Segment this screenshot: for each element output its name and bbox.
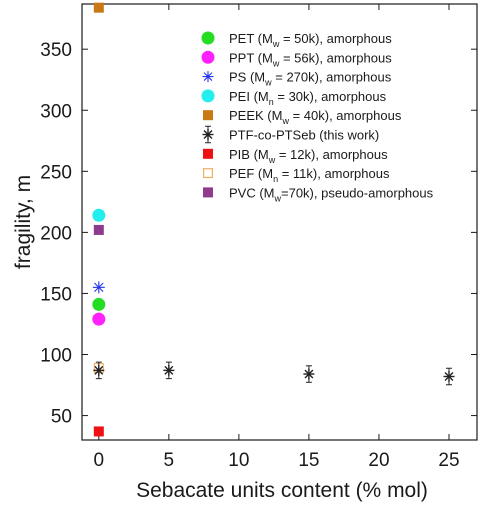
legend-entry: PEEK (Mw = 40k), amorphous <box>229 108 402 126</box>
x-tick-label: 10 <box>228 450 249 471</box>
y-tick-label: 350 <box>40 40 72 61</box>
data-point <box>92 281 105 294</box>
legend-entry: PEI (Mn = 30k), amorphous <box>229 89 387 107</box>
legend-marker <box>201 50 215 64</box>
legend-marker <box>201 31 215 45</box>
legend-entry: PVC (Mw=70k), pseudo-amorphous <box>229 185 434 203</box>
data-point <box>93 2 104 13</box>
x-tick-label: 20 <box>368 450 389 471</box>
legend-marker <box>202 125 214 144</box>
data-point <box>92 312 106 326</box>
legend-entry: PPT (Mw = 56k), amorphous <box>229 50 392 68</box>
data-point <box>92 208 106 222</box>
legend-marker <box>203 148 213 159</box>
plot-area-frame <box>81 3 478 441</box>
x-axis-label: Sebacate units content (% mol) <box>136 479 428 502</box>
x-tick-label: 5 <box>164 450 175 471</box>
data-point <box>93 426 104 437</box>
x-tick-label: 25 <box>438 450 459 471</box>
legend-entry: PS (Mw = 270k), amorphous <box>229 70 392 88</box>
axis-ticks <box>82 4 477 440</box>
data-point <box>303 365 315 383</box>
legend-entry: PET (Mw = 50k), amorphous <box>229 31 392 49</box>
x-tick-label: 15 <box>298 450 319 471</box>
data-marks <box>92 2 455 437</box>
legend-marker <box>203 187 213 198</box>
y-tick-label: 50 <box>51 407 72 428</box>
data-point <box>443 367 455 386</box>
legend-marker <box>203 110 213 121</box>
y-tick-label: 150 <box>40 284 72 305</box>
y-tick-label: 250 <box>40 162 72 183</box>
y-axis-label: fragility, m <box>12 175 35 269</box>
axis-tick-labels: 0 5 10 15 20 25 50 100 150 200 250 300 350 <box>40 40 459 471</box>
x-tick-label: 0 <box>94 450 105 471</box>
legend-marker <box>203 168 214 179</box>
legend-marker <box>201 89 215 103</box>
y-tick-label: 100 <box>40 346 72 367</box>
legend-entry: PTF-co-PTSeb (this work) <box>229 128 379 143</box>
y-tick-label: 200 <box>40 223 72 244</box>
y-tick-label: 300 <box>40 101 72 122</box>
legend-entry: PEF (Mn = 11k), amorphous <box>229 166 390 184</box>
data-point <box>163 361 175 380</box>
data-point <box>93 224 104 235</box>
legend-entry: PIB (Mw = 12k), amorphous <box>229 147 388 165</box>
legend-marker <box>202 71 214 83</box>
data-point <box>92 297 106 311</box>
data-point <box>93 361 105 380</box>
